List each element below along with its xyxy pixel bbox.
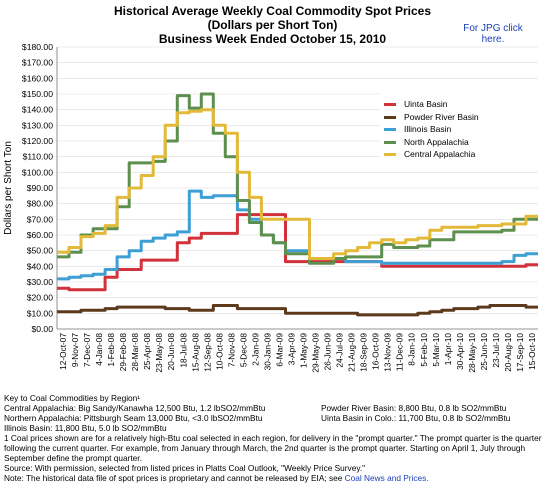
x-tick-label: 30-Jan-09 bbox=[262, 333, 272, 371]
x-tick-label: 5-Mar-10 bbox=[431, 333, 441, 367]
series-line-north-appalachia bbox=[57, 92, 538, 265]
x-tick-label: 3-Apr-09 bbox=[286, 333, 296, 366]
y-axis-title: Dollars per Short Ton bbox=[3, 141, 14, 235]
y-tick-label: $160.00 bbox=[22, 73, 53, 83]
legend-swatch bbox=[384, 153, 396, 156]
key-illinois: Illinois Basin: 11,800 Btu, 5.0 lb SO2/m… bbox=[4, 423, 167, 433]
chart-subtitle-week: Business Week Ended October 15, 2010 bbox=[158, 32, 387, 46]
y-tick-label: $170.00 bbox=[22, 58, 53, 68]
x-tick-label: 1-May-09 bbox=[299, 333, 309, 368]
y-tick-label: $90.00 bbox=[27, 183, 54, 193]
x-tick-label: 11-Dec-09 bbox=[395, 333, 405, 372]
key-row-2: Northern Appalachia: Pittsburgh Seam 13,… bbox=[4, 413, 542, 423]
chart-title-block: Historical Average Weekly Coal Commodity… bbox=[0, 4, 545, 46]
x-tick-label: 8-Jan-10 bbox=[407, 333, 417, 366]
x-tick-label: 23-Jul-10 bbox=[491, 333, 501, 368]
x-tick-label: 10-Oct-08 bbox=[214, 333, 224, 370]
key-uinta: Uinta Basin in Colo.: 11,700 Btu, 0.8 lb… bbox=[321, 413, 511, 423]
x-tick-label: 29-May-09 bbox=[311, 333, 321, 373]
x-tick-label: 12-Oct-07 bbox=[58, 333, 68, 370]
chart-title: Historical Average Weekly Coal Commodity… bbox=[114, 4, 431, 18]
x-tick-label: 28-Mar-08 bbox=[130, 333, 140, 372]
x-tick-label: 20-Aug-10 bbox=[503, 333, 513, 372]
coal-news-link[interactable]: Coal News and Prices. bbox=[344, 473, 429, 483]
x-tick-label: 29-Feb-08 bbox=[118, 333, 128, 372]
key-northern-appalachia: Northern Appalachia: Pittsburgh Seam 13,… bbox=[4, 413, 263, 423]
x-tick-label: 28-May-10 bbox=[467, 333, 477, 373]
x-tick-label: 15-Oct-10 bbox=[527, 333, 537, 370]
legend-label: North Appalachia bbox=[404, 136, 469, 147]
x-tick-label: 15-Aug-08 bbox=[190, 333, 200, 372]
key-title: Key to Coal Commodities by Region¹ bbox=[4, 393, 141, 403]
x-tick-label: 24-Jul-09 bbox=[335, 333, 345, 368]
footnotes: Key to Coal Commodities by Region¹ Centr… bbox=[4, 393, 542, 483]
legend-swatch bbox=[384, 128, 396, 131]
y-tick-label: $10.00 bbox=[27, 308, 54, 318]
x-tick-label: 7-Dec-07 bbox=[82, 333, 92, 368]
x-tick-label: 21-Aug-09 bbox=[347, 333, 357, 372]
x-tick-label: 17-Sep-10 bbox=[515, 333, 525, 372]
chart-legend: Uinta Basin Powder River Basin Illinois Ba… bbox=[380, 92, 540, 162]
y-tick-label: $20.00 bbox=[27, 293, 54, 303]
x-tick-label: 13-Nov-09 bbox=[383, 333, 393, 372]
x-tick-label: 12-Sep-08 bbox=[202, 333, 212, 372]
legend-label: Central Appalachia bbox=[404, 149, 476, 159]
y-tick-label: $130.00 bbox=[22, 120, 53, 130]
proprietary-note: Note: The historical data file of spot p… bbox=[4, 473, 542, 483]
legend-label: Uinta Basin bbox=[404, 99, 448, 109]
x-tick-label: 7-Nov-08 bbox=[226, 333, 236, 368]
y-tick-label: $60.00 bbox=[27, 230, 54, 240]
chart-subtitle-units: (Dollars per Short Ton) bbox=[207, 18, 338, 32]
x-tick-label: 26-Jun-09 bbox=[323, 333, 333, 371]
x-tick-label: 2-Jan-09 bbox=[250, 333, 260, 366]
source-note: Source: With permission, selected from l… bbox=[4, 463, 366, 473]
x-tick-label: 23-May-08 bbox=[154, 333, 164, 373]
y-tick-label: $100.00 bbox=[22, 167, 53, 177]
x-tick-label: 16-Oct-09 bbox=[371, 333, 381, 370]
footnote-prompt-quarter: 1 Coal prices shown are for a relatively… bbox=[4, 433, 542, 463]
x-tick-label: 9-Nov-07 bbox=[70, 333, 80, 368]
x-tick-label: 1-Apr-10 bbox=[443, 333, 453, 366]
x-tick-label: 18-Sep-09 bbox=[359, 333, 369, 372]
legend-swatch bbox=[384, 103, 396, 106]
y-tick-label: $70.00 bbox=[27, 214, 54, 224]
x-tick-label: 4-Jan-08 bbox=[94, 333, 104, 366]
y-tick-label: $50.00 bbox=[27, 246, 54, 256]
x-tick-label: 25-Apr-08 bbox=[142, 333, 152, 370]
y-tick-label: $30.00 bbox=[27, 277, 54, 287]
y-tick-label: $0.00 bbox=[31, 324, 53, 334]
legend-swatch bbox=[384, 115, 396, 119]
y-tick-label: $40.00 bbox=[27, 261, 54, 271]
key-central-appalachia: Central Appalachia: Big Sandy/Kanawha 12… bbox=[4, 403, 266, 413]
proprietary-note-text: Note: The historical data file of spot p… bbox=[4, 473, 345, 483]
key-row-1: Central Appalachia: Big Sandy/Kanawha 12… bbox=[4, 403, 542, 413]
y-tick-label: $180.00 bbox=[22, 42, 53, 52]
y-tick-label: $120.00 bbox=[22, 136, 53, 146]
x-tick-label: 6-Mar-09 bbox=[274, 333, 284, 367]
x-tick-label: 1-Feb-08 bbox=[106, 333, 116, 367]
x-tick-label: 30-Apr-10 bbox=[455, 333, 465, 370]
x-tick-label: 5-Dec-08 bbox=[238, 333, 248, 368]
series-line-central-appalachia bbox=[57, 108, 538, 260]
x-tick-label: 18-Jul-08 bbox=[178, 333, 188, 368]
legend-label: Illinois Basin bbox=[404, 124, 452, 134]
price-line-chart: $0.00 $10.00 $20.00 $30.00 $40.00 $50.00 $60.0… bbox=[3, 42, 538, 373]
legend-swatch bbox=[384, 140, 396, 144]
y-tick-label: $80.00 bbox=[27, 199, 54, 209]
series-line-uinta-basin bbox=[57, 213, 538, 292]
x-tick-label: 5-Feb-10 bbox=[419, 333, 429, 367]
series-line-powder-river-basin bbox=[57, 304, 538, 317]
y-tick-label: $150.00 bbox=[22, 89, 53, 99]
legend-label: Powder River Basin bbox=[404, 111, 479, 122]
key-powder-river: Powder River Basin: 8,800 Btu, 0.8 lb SO… bbox=[321, 403, 507, 413]
y-tick-label: $110.00 bbox=[23, 152, 54, 162]
y-tick-label: $140.00 bbox=[22, 105, 53, 115]
jpg-download-link[interactable]: For JPG click here. bbox=[463, 23, 523, 45]
x-tick-label: 25-Jun-10 bbox=[479, 333, 489, 371]
x-tick-label: 20-Jun-08 bbox=[166, 333, 176, 371]
